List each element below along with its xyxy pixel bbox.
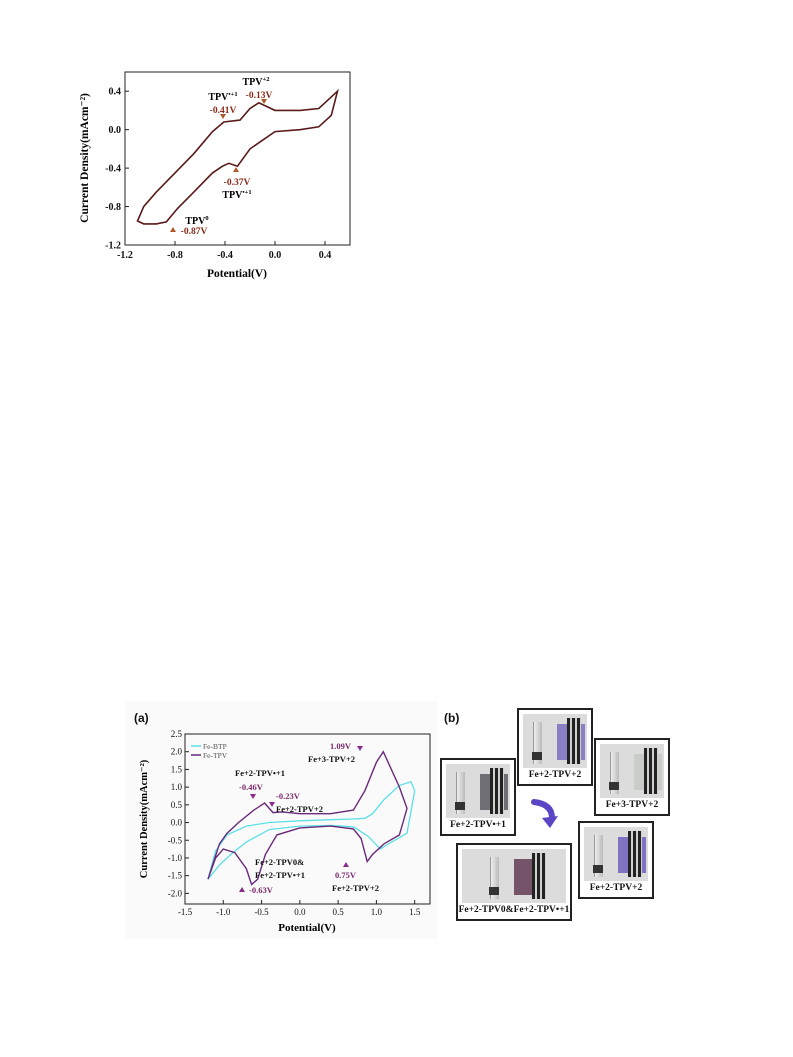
top-annotation-tpv-radical-a: TPV•+1 -0.41V (208, 91, 238, 119)
y-tick-label: 2.0 (171, 747, 183, 757)
marker-down-triangle (269, 802, 275, 807)
svg-text:TPV•+1: TPV•+1 (222, 189, 251, 201)
annotation-a2-pot: -0.23V (276, 791, 301, 801)
legend-fe-btp: Fe-BTP (203, 742, 227, 751)
marker-up-triangle (170, 227, 176, 232)
top-x-axis-label: Potential(V) (207, 268, 267, 280)
bottom-x-axis-label: Potential(V) (278, 922, 336, 934)
photo-caption: Fe+3-TPV+2 (605, 800, 659, 810)
annotation-a3-label: Fe+3-TPV+2 (308, 754, 355, 764)
top-x-tick-labels: -1.2 -0.8 -0.4 0.0 0.4 (117, 250, 331, 261)
marker-up-triangle (233, 167, 239, 172)
annotation-a4-label: Fe+2-TPV+2 (332, 883, 379, 893)
bottom-x-tick-labels: -1.5 -1.0 -0.5 0.0 0.5 1.0 1.5 (178, 907, 421, 917)
photo-fe2-tpv0-and-radical: Fe+2-TPV0&Fe+2-TPV•+1 (456, 843, 572, 921)
marker-down-triangle (220, 114, 226, 119)
y-tick-label: 1.0 (171, 782, 183, 792)
y-tick-label: -1.2 (105, 241, 121, 252)
top-annotation-tpv-radical-c: -0.37V TPV•+1 (222, 167, 252, 201)
x-tick-label: 1.0 (371, 907, 383, 917)
annotation-a1-pot: -0.46V (239, 782, 264, 792)
bottom-y-axis-label: Current Density(mAcm⁻²) (139, 759, 150, 878)
fe-btp-curve (207, 781, 416, 880)
top-cv-curve (136, 88, 339, 225)
y-tick-label: 2.5 (171, 729, 183, 739)
bottom-plot-frame (184, 733, 431, 905)
y-tick-label: -1.5 (168, 871, 183, 881)
top-y-axis-label: Current Density(mAcm⁻²) (79, 93, 91, 223)
y-tick-label: -0.5 (168, 835, 183, 845)
y-tick-label: -0.8 (105, 202, 121, 213)
y-tick-label: -0.4 (105, 164, 121, 175)
bottom-cv-figure: -1.5 -1.0 -0.5 0.0 0.5 1.0 1.5 2.5 2.0 1.5 1.0 0.5… (139, 729, 431, 934)
y-tick-label: 0.0 (171, 818, 183, 828)
annotation-a1-label: Fe+2-TPV•+1 (235, 768, 285, 778)
photo-fe2-tpv2-bottom: Fe+2-TPV+2 (578, 821, 654, 899)
photo-caption: Fe+2-TPV0&Fe+2-TPV•+1 (458, 905, 570, 915)
marker-up-triangle (239, 887, 245, 892)
top-annotation-tpv-0: TPV0 -0.87V (170, 215, 209, 237)
y-tick-label: 0.5 (171, 800, 183, 810)
bottom-axis-ticks (184, 733, 416, 904)
legend-fe-tpv: Fe-TPV (203, 751, 228, 760)
annotation-a5-pot: -0.63V (249, 885, 274, 895)
y-tick-label: 1.5 (171, 764, 183, 774)
panel-a-label: (a) (134, 711, 149, 725)
annotation-a5-line1: Fe+2-TPV0& (255, 857, 304, 867)
svg-text:TPV•+1: TPV•+1 (208, 91, 237, 103)
photo-fe2-tpv-radical: Fe+2-TPV•+1 (440, 758, 516, 836)
svg-text:-0.87V: -0.87V (181, 227, 208, 237)
svg-text:-0.37V: -0.37V (224, 178, 251, 188)
x-tick-label: 0.4 (319, 250, 332, 261)
bottom-legend: Fe-BTP Fe-TPV (191, 742, 228, 760)
annotation-a4-pot: 0.75V (335, 870, 357, 880)
x-tick-label: 0.0 (269, 250, 282, 261)
annotation-a3-pot: 1.09V (330, 741, 352, 751)
y-tick-label: -1.0 (168, 853, 183, 863)
annotation-a2-label: Fe+2-TPV+2 (276, 804, 323, 814)
y-tick-label: -2.0 (168, 888, 183, 898)
cycle-arrow-icon (531, 799, 558, 828)
photo-caption: Fe+2-TPV+2 (528, 770, 582, 780)
photo-fe3-tpv2: Fe+3-TPV+2 (594, 738, 670, 816)
x-tick-label: -1.0 (216, 907, 231, 917)
top-axis-ticks (124, 90, 326, 246)
panel-b-label: (b) (444, 711, 460, 725)
top-plot-frame (124, 71, 351, 246)
photo-caption: Fe+2-TPV•+1 (450, 820, 506, 830)
marker-down-triangle (357, 746, 363, 751)
x-tick-label: -0.8 (167, 250, 183, 261)
annotation-a5-line2: Fe+2-TPV•+1 (255, 870, 305, 880)
photo-caption: Fe+2-TPV+2 (589, 883, 643, 893)
x-tick-label: -1.5 (178, 907, 193, 917)
x-tick-label: -1.2 (117, 250, 133, 261)
marker-down-triangle (250, 794, 256, 799)
x-tick-label: -0.4 (217, 250, 233, 261)
svg-text:TPV0: TPV0 (185, 215, 208, 227)
bottom-y-tick-labels: 2.5 2.0 1.5 1.0 0.5 0.0 -0.5 -1.0 -1.5 -2.0 (168, 729, 183, 898)
photo-fe2-tpv2-top: Fe+2-TPV+2 (517, 708, 593, 786)
x-tick-label: 0.0 (294, 907, 306, 917)
top-cv-figure: -1.2 -0.8 -0.4 0.0 0.4 0.4 0.0 -0.4 -0.8 -1.2 Po… (79, 71, 351, 280)
marker-up-triangle (343, 862, 349, 867)
x-tick-label: -0.5 (254, 907, 269, 917)
svg-text:-0.13V: -0.13V (246, 91, 273, 101)
svg-text:-0.41V: -0.41V (210, 106, 237, 116)
x-tick-label: 0.5 (333, 907, 345, 917)
x-tick-label: 1.5 (409, 907, 421, 917)
y-tick-label: 0.4 (109, 87, 122, 98)
top-y-tick-labels: 0.4 0.0 -0.4 -0.8 -1.2 (105, 87, 121, 252)
svg-text:TPV+2: TPV+2 (243, 76, 270, 88)
marker-down-triangle (261, 99, 267, 104)
bottom-figure-background (125, 701, 438, 939)
y-tick-label: 0.0 (109, 125, 122, 136)
top-annotation-tpv-plus2: TPV+2 -0.13V (243, 76, 273, 104)
fe-tpv-curve (207, 750, 408, 886)
